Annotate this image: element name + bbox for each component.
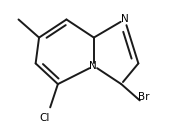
Text: N: N bbox=[121, 15, 129, 24]
Text: Br: Br bbox=[138, 92, 149, 102]
Text: Cl: Cl bbox=[39, 113, 49, 123]
Text: N: N bbox=[89, 61, 97, 71]
